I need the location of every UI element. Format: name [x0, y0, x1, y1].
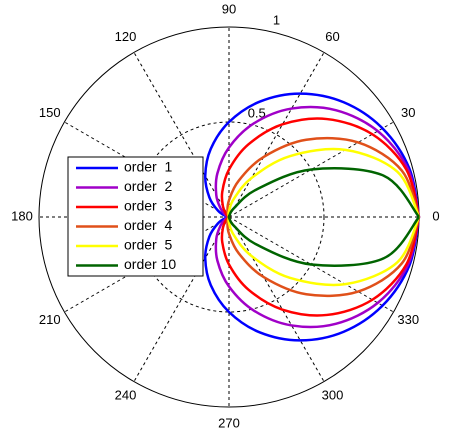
theta-tick-label: 210	[39, 312, 61, 327]
r-tick-label: 1	[273, 13, 280, 28]
grid-spoke	[228, 121, 394, 218]
series-line	[226, 136, 421, 298]
theta-tick-label: 60	[325, 29, 339, 44]
series-line	[227, 167, 420, 267]
theta-tick-label: 270	[218, 415, 240, 430]
grid-spoke	[133, 216, 230, 382]
r-tick-label: 0.5	[248, 106, 266, 121]
theta-tick-label: 120	[115, 29, 137, 44]
legend-label: order 4	[124, 217, 172, 233]
grid-spoke	[228, 216, 325, 382]
theta-tick-label: 0	[432, 208, 439, 223]
theta-tick-label: 90	[222, 1, 236, 16]
legend-label: order 2	[124, 178, 172, 194]
theta-tick-label: 330	[397, 312, 419, 327]
legend-label: order 3	[124, 198, 172, 214]
legend-label: order 10	[124, 256, 176, 272]
legend-label: order 5	[124, 237, 172, 253]
theta-tick-label: 180	[11, 208, 33, 223]
legend: order 1 order 2 order 3 order 4 order 5 order…	[67, 156, 204, 277]
grid-spoke	[228, 52, 325, 218]
theta-tick-label: 240	[115, 388, 137, 403]
grid-spoke	[228, 216, 394, 313]
grid-spoke	[133, 52, 230, 218]
theta-tick-label: 150	[39, 105, 61, 120]
theta-tick-label: 30	[401, 105, 415, 120]
series-line	[214, 105, 421, 329]
legend-label: order 1	[124, 159, 172, 175]
legend-box	[67, 156, 204, 277]
theta-tick-label: 300	[322, 388, 344, 403]
